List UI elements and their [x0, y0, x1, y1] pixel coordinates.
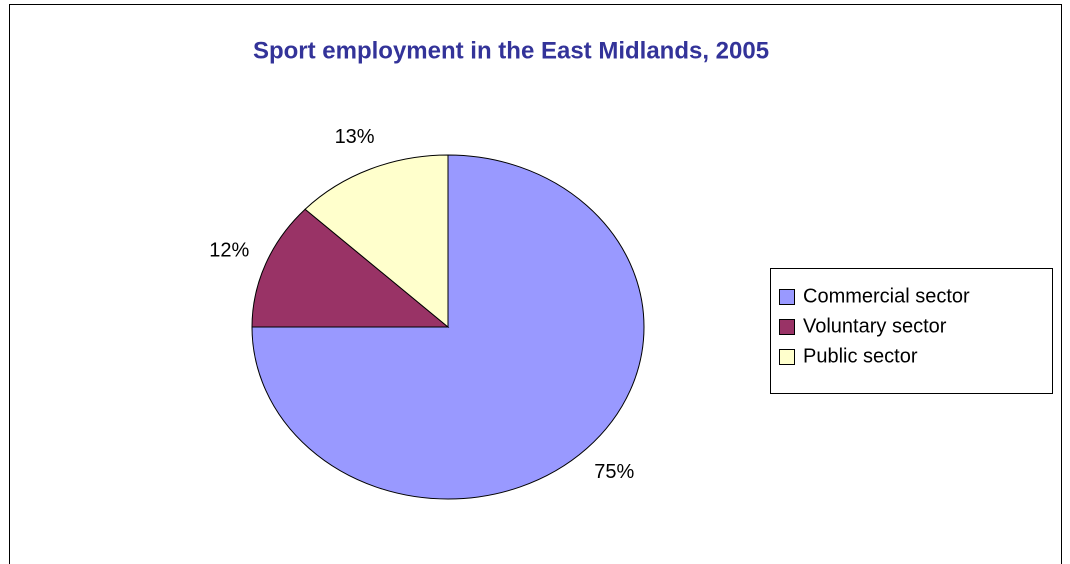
- legend-label: Public sector: [803, 345, 918, 367]
- legend: [770, 268, 1053, 394]
- legend-label: Commercial sector: [803, 285, 970, 307]
- pie-slice: [251, 208, 450, 328]
- pie-slice: [251, 154, 645, 500]
- pie-slice: [304, 154, 449, 329]
- legend-label: Voluntary sector: [803, 315, 947, 337]
- legend-swatch: [779, 319, 795, 335]
- data-label: 13%: [335, 126, 375, 148]
- legend-swatch: [779, 289, 795, 305]
- legend-swatch: [779, 349, 795, 365]
- chart-title: Sport employment in the East Midlands, 2…: [253, 37, 769, 64]
- data-label: 75%: [594, 461, 634, 483]
- data-label: 12%: [209, 239, 249, 261]
